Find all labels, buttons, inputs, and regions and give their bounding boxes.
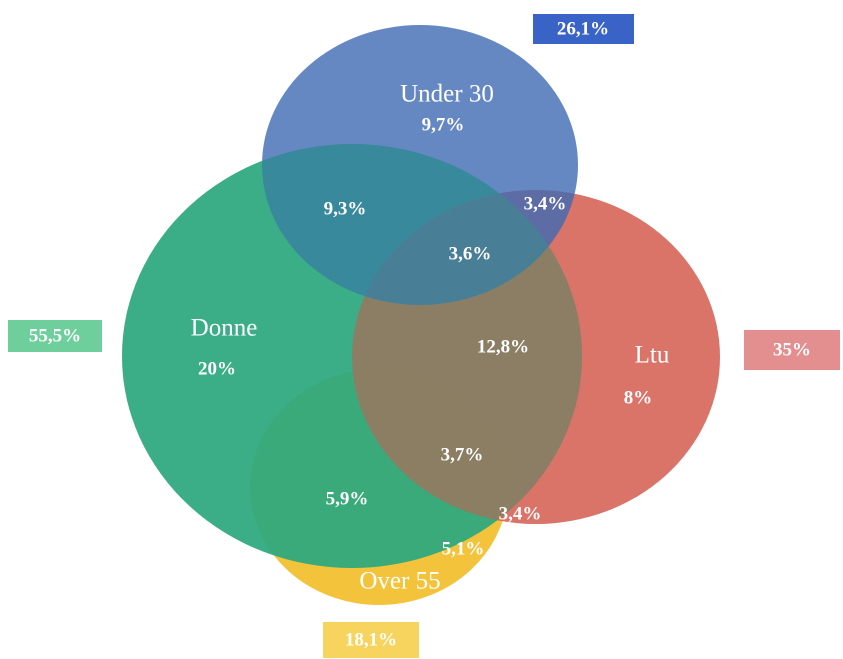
region-value: 9,3% — [324, 198, 367, 219]
total: 18,1% — [345, 629, 397, 650]
total-box-ltu — [744, 330, 840, 370]
region-value: 20% — [198, 358, 236, 379]
set-name: Over 55 — [359, 568, 440, 595]
region-value: 5,9% — [326, 488, 369, 509]
region-value: 9,7% — [422, 114, 465, 135]
total: 55,5% — [29, 325, 81, 346]
set-name: Ltu — [635, 342, 670, 369]
region-value: 5,1% — [442, 538, 485, 559]
region-value: 3,7% — [441, 444, 484, 465]
total-box-under-30 — [533, 14, 634, 44]
region-value: 12,8% — [477, 336, 529, 357]
region-value: 3,6% — [449, 243, 492, 264]
total: 26,1% — [557, 18, 609, 39]
region-value: 3,4% — [499, 503, 542, 524]
set-under-30 — [262, 25, 578, 305]
region-value: 3,4% — [524, 193, 567, 214]
set-name: Donne — [191, 315, 258, 342]
total-box-over-55 — [323, 622, 419, 658]
total: 35% — [773, 339, 811, 360]
total-box-donne — [8, 320, 102, 352]
region-value: 8% — [624, 387, 653, 408]
set-name: Under 30 — [400, 81, 494, 108]
donne-overlay — [122, 144, 582, 568]
